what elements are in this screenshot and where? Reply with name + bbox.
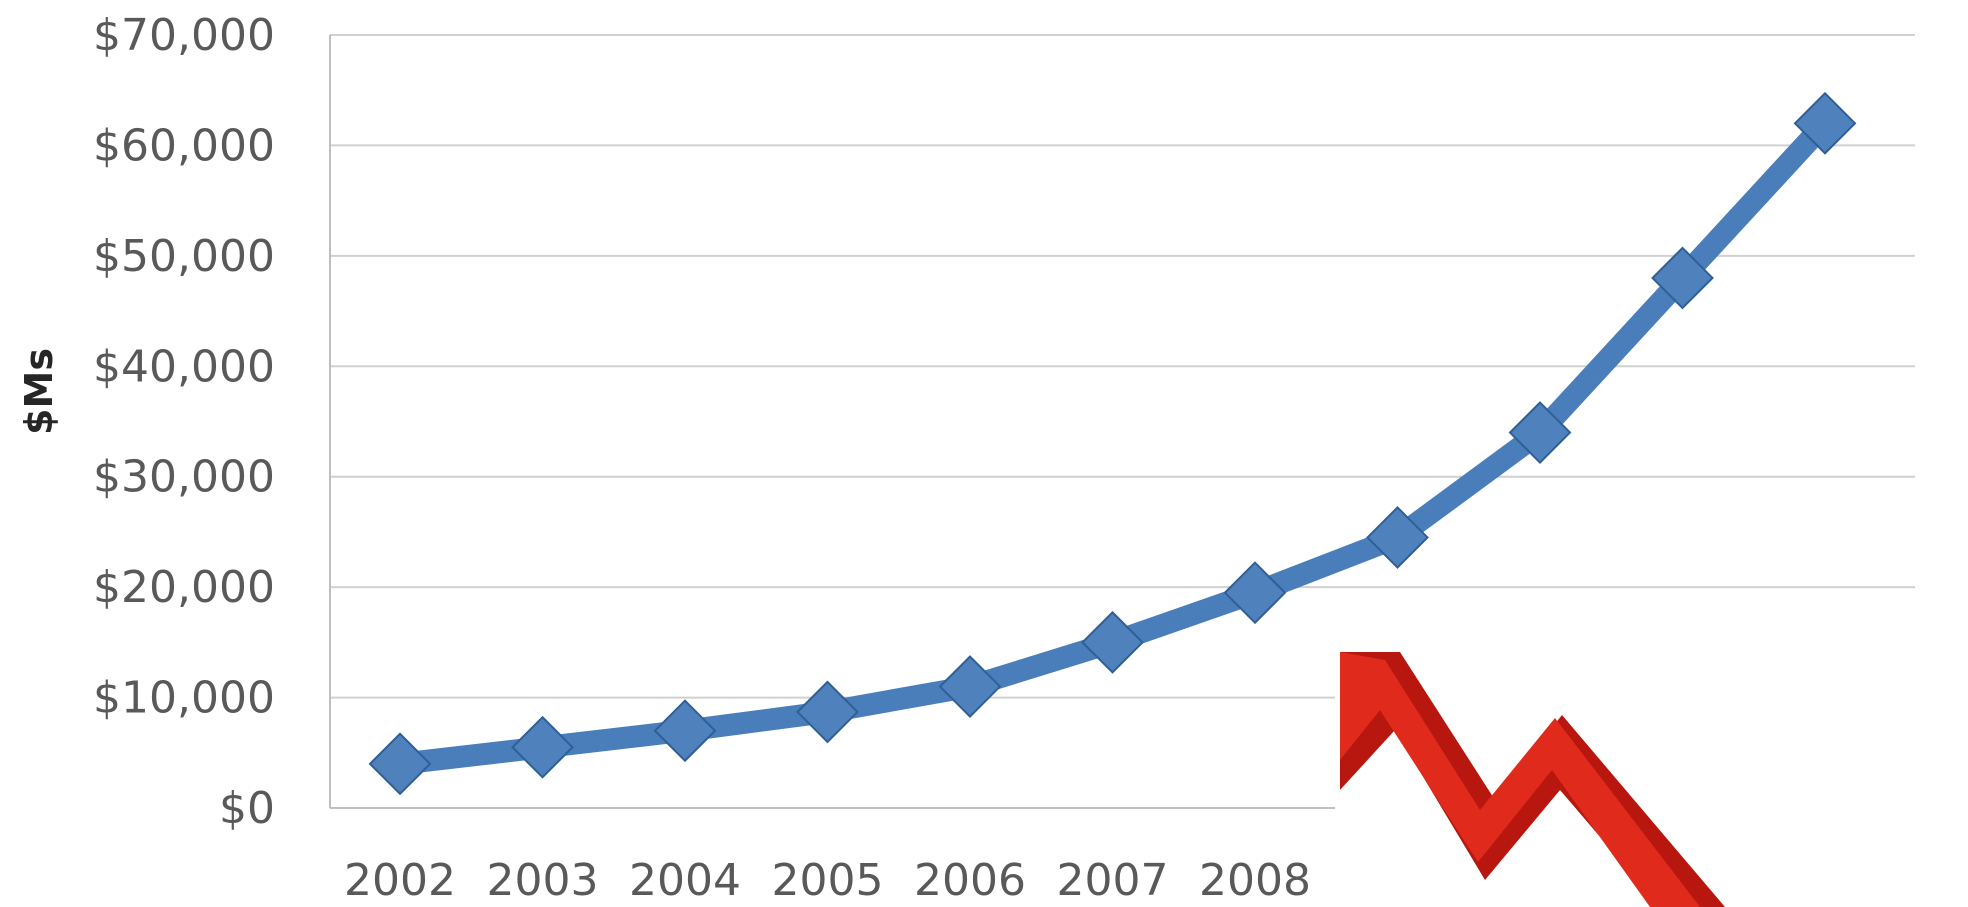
x-tick-label: 2002	[344, 855, 456, 906]
data-point	[368, 732, 432, 796]
data-point	[1081, 610, 1144, 674]
y-tick-label: $30,000	[93, 452, 275, 503]
data-point	[653, 699, 717, 763]
x-tick-label: 2008	[1199, 855, 1311, 906]
data-point	[1793, 91, 1857, 155]
series-layer	[368, 91, 1857, 796]
red-decline-arrow-icon	[1335, 652, 1968, 907]
y-tick-label: $20,000	[93, 562, 275, 613]
y-axis-label: $Ms	[17, 348, 61, 435]
x-tick-label: 2004	[629, 855, 741, 906]
y-axis-tick-labels: $0 $10,000 $20,000 $30,000 $40,000 $50,000 $60…	[93, 10, 275, 834]
y-tick-label: $50,000	[93, 231, 275, 282]
y-tick-label: $0	[219, 783, 275, 834]
x-tick-label: 2007	[1057, 855, 1169, 906]
y-tick-label: $10,000	[93, 673, 275, 724]
data-point	[1223, 561, 1287, 625]
data-point	[796, 680, 859, 744]
data-point	[1508, 401, 1572, 464]
data-point	[1366, 506, 1429, 569]
data-point	[511, 715, 574, 779]
data-point	[938, 655, 1002, 718]
data-point	[1651, 246, 1714, 310]
y-tick-label: $70,000	[93, 10, 275, 61]
y-tick-label: $40,000	[93, 341, 275, 392]
x-tick-label: 2005	[772, 855, 884, 906]
x-axis-tick-labels: 2002 2003 2004 2005 2006 2007 2008	[344, 855, 1311, 906]
x-tick-label: 2003	[487, 855, 599, 906]
y-tick-label: $60,000	[93, 120, 275, 171]
x-tick-label: 2006	[914, 855, 1026, 906]
gridlines	[329, 34, 1915, 809]
